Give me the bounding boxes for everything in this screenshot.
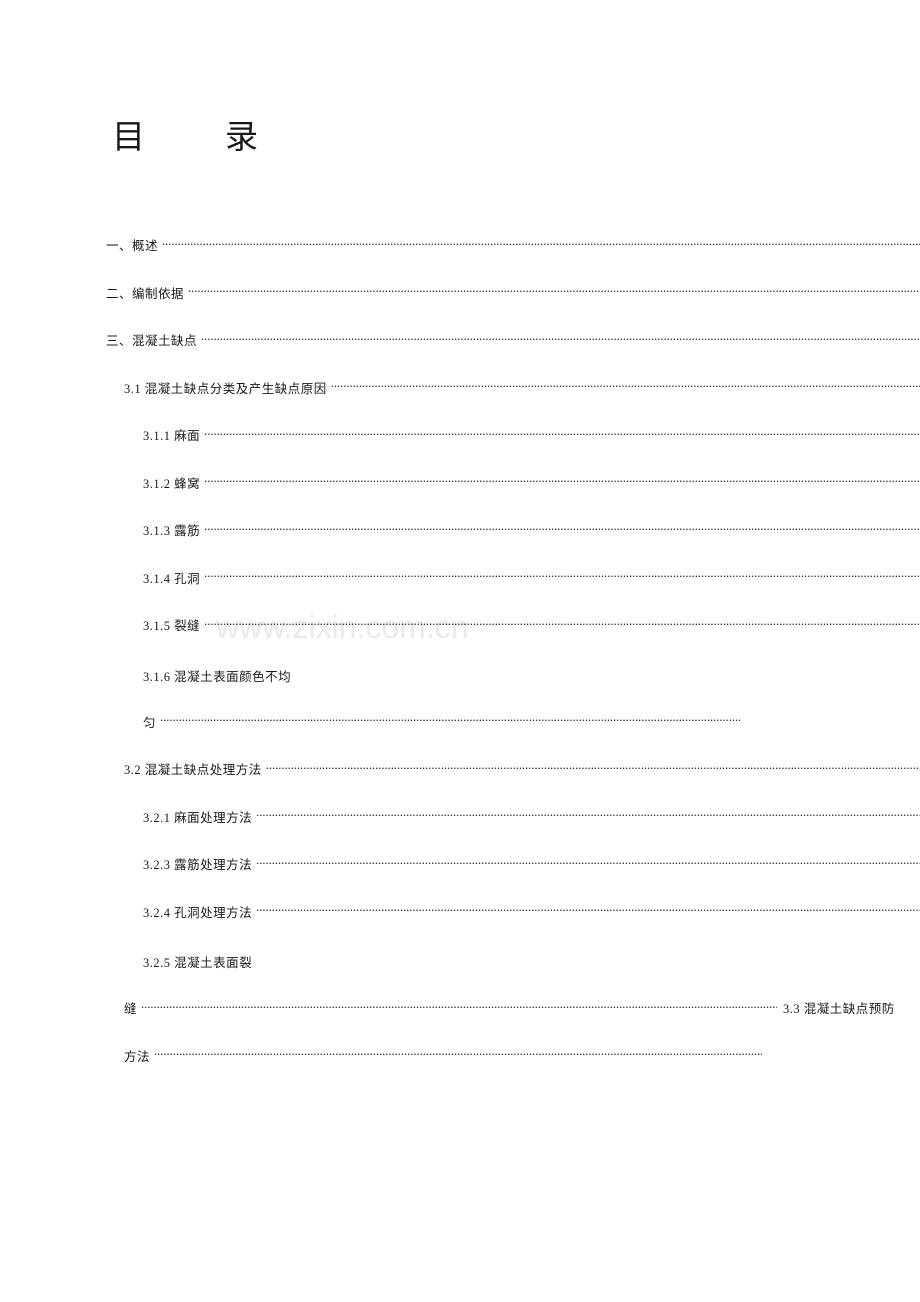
toc-leader xyxy=(156,715,740,727)
toc-entry-3-1-6-line1: 3.1.6 混凝土表面颜色不均 xyxy=(0,666,920,685)
toc-leader xyxy=(200,523,920,535)
toc-label: 3.1 混凝土缺点分类及产生缺点原因 xyxy=(124,381,327,399)
toc-entry-3-2-1: 3.2.1 麻面处理方法 xyxy=(0,810,920,828)
toc-entry-3-1-5: 3.1.5 裂缝 xyxy=(0,618,920,636)
toc-label: 3.1.1 麻面 xyxy=(143,428,200,446)
toc-leader xyxy=(200,618,920,630)
title-char-2: 录 xyxy=(225,120,260,156)
toc-label: 二、编制依据 xyxy=(106,286,184,304)
toc-entry-3-2-5-line1: 3.2.5 混凝土表面裂 xyxy=(0,952,920,971)
toc-leader xyxy=(200,476,920,488)
toc-leader xyxy=(150,1049,762,1061)
toc-entry-3-1-4: 3.1.4 孔洞 xyxy=(0,571,920,589)
toc-entry-overview: 一、概述 xyxy=(0,238,920,256)
toc-leader xyxy=(200,571,920,583)
toc-leader xyxy=(252,810,920,822)
page-content: 目录 一、概述 二、编制依据 三、混凝土缺点 3.1 混凝土缺点分类及产生缺点原… xyxy=(0,110,920,1066)
toc-label: 3.1.3 露筋 xyxy=(143,523,200,541)
toc-entry-3-2-5-line2: 缝 3.3 混凝土缺点预防 xyxy=(0,1001,920,1019)
toc-leader xyxy=(327,381,920,393)
toc-entry-3-2-3: 3.2.3 露筋处理方法 xyxy=(0,857,920,875)
toc-entry-basis: 二、编制依据 xyxy=(0,286,920,304)
document-page: www.zixin.com.cn 目录 一、概述 二、编制依据 三、混凝土缺点 … xyxy=(0,0,920,1302)
toc-leader xyxy=(200,428,920,440)
toc-leader xyxy=(197,333,920,345)
toc-entry-3-2-4: 3.2.4 孔洞处理方法 xyxy=(0,905,920,923)
toc-label: 3.2 混凝土缺点处理方法 xyxy=(124,762,262,780)
toc-label: 方法 xyxy=(124,1049,150,1067)
toc-leader xyxy=(184,286,920,298)
toc-leader xyxy=(158,238,920,250)
toc-label: 三、混凝土缺点 xyxy=(106,333,197,351)
title-char-1: 目 xyxy=(112,120,147,156)
toc-label: 3.1.4 孔洞 xyxy=(143,571,200,589)
toc-label: 3.2.4 孔洞处理方法 xyxy=(143,905,252,923)
toc-label: 缝 xyxy=(124,1001,137,1019)
toc-leader xyxy=(252,857,920,869)
toc-entry-3-1-6-line2: 匀 xyxy=(0,715,920,733)
toc-label: 3.2.1 麻面处理方法 xyxy=(143,810,252,828)
toc-leader xyxy=(252,905,920,917)
toc-label: 3.1.5 裂缝 xyxy=(143,618,200,636)
toc-entry-3-2: 3.2 混凝土缺点处理方法 xyxy=(0,762,920,780)
toc-label: 匀 xyxy=(143,715,156,733)
toc-entry-3-1-1: 3.1.1 麻面 xyxy=(0,428,920,446)
toc-entry-defects: 三、混凝土缺点 xyxy=(0,333,920,351)
toc-label: 3.2.3 露筋处理方法 xyxy=(143,857,252,875)
toc-entry-3-1: 3.1 混凝土缺点分类及产生缺点原因 xyxy=(0,381,920,399)
toc-entry-3-1-2: 3.1.2 蜂窝 xyxy=(0,476,920,494)
toc-leader xyxy=(137,1001,777,1013)
toc-entry-3-3-line2: 方法 xyxy=(0,1049,920,1067)
toc-label: 3.1.2 蜂窝 xyxy=(143,476,200,494)
toc-leader xyxy=(262,762,920,774)
toc-inline-3-3-label: 3.3 混凝土缺点预防 xyxy=(777,1001,895,1019)
toc-title: 目录 xyxy=(0,110,920,158)
toc-label: 一、概述 xyxy=(106,238,158,256)
toc-entry-3-1-3: 3.1.3 露筋 xyxy=(0,523,920,541)
